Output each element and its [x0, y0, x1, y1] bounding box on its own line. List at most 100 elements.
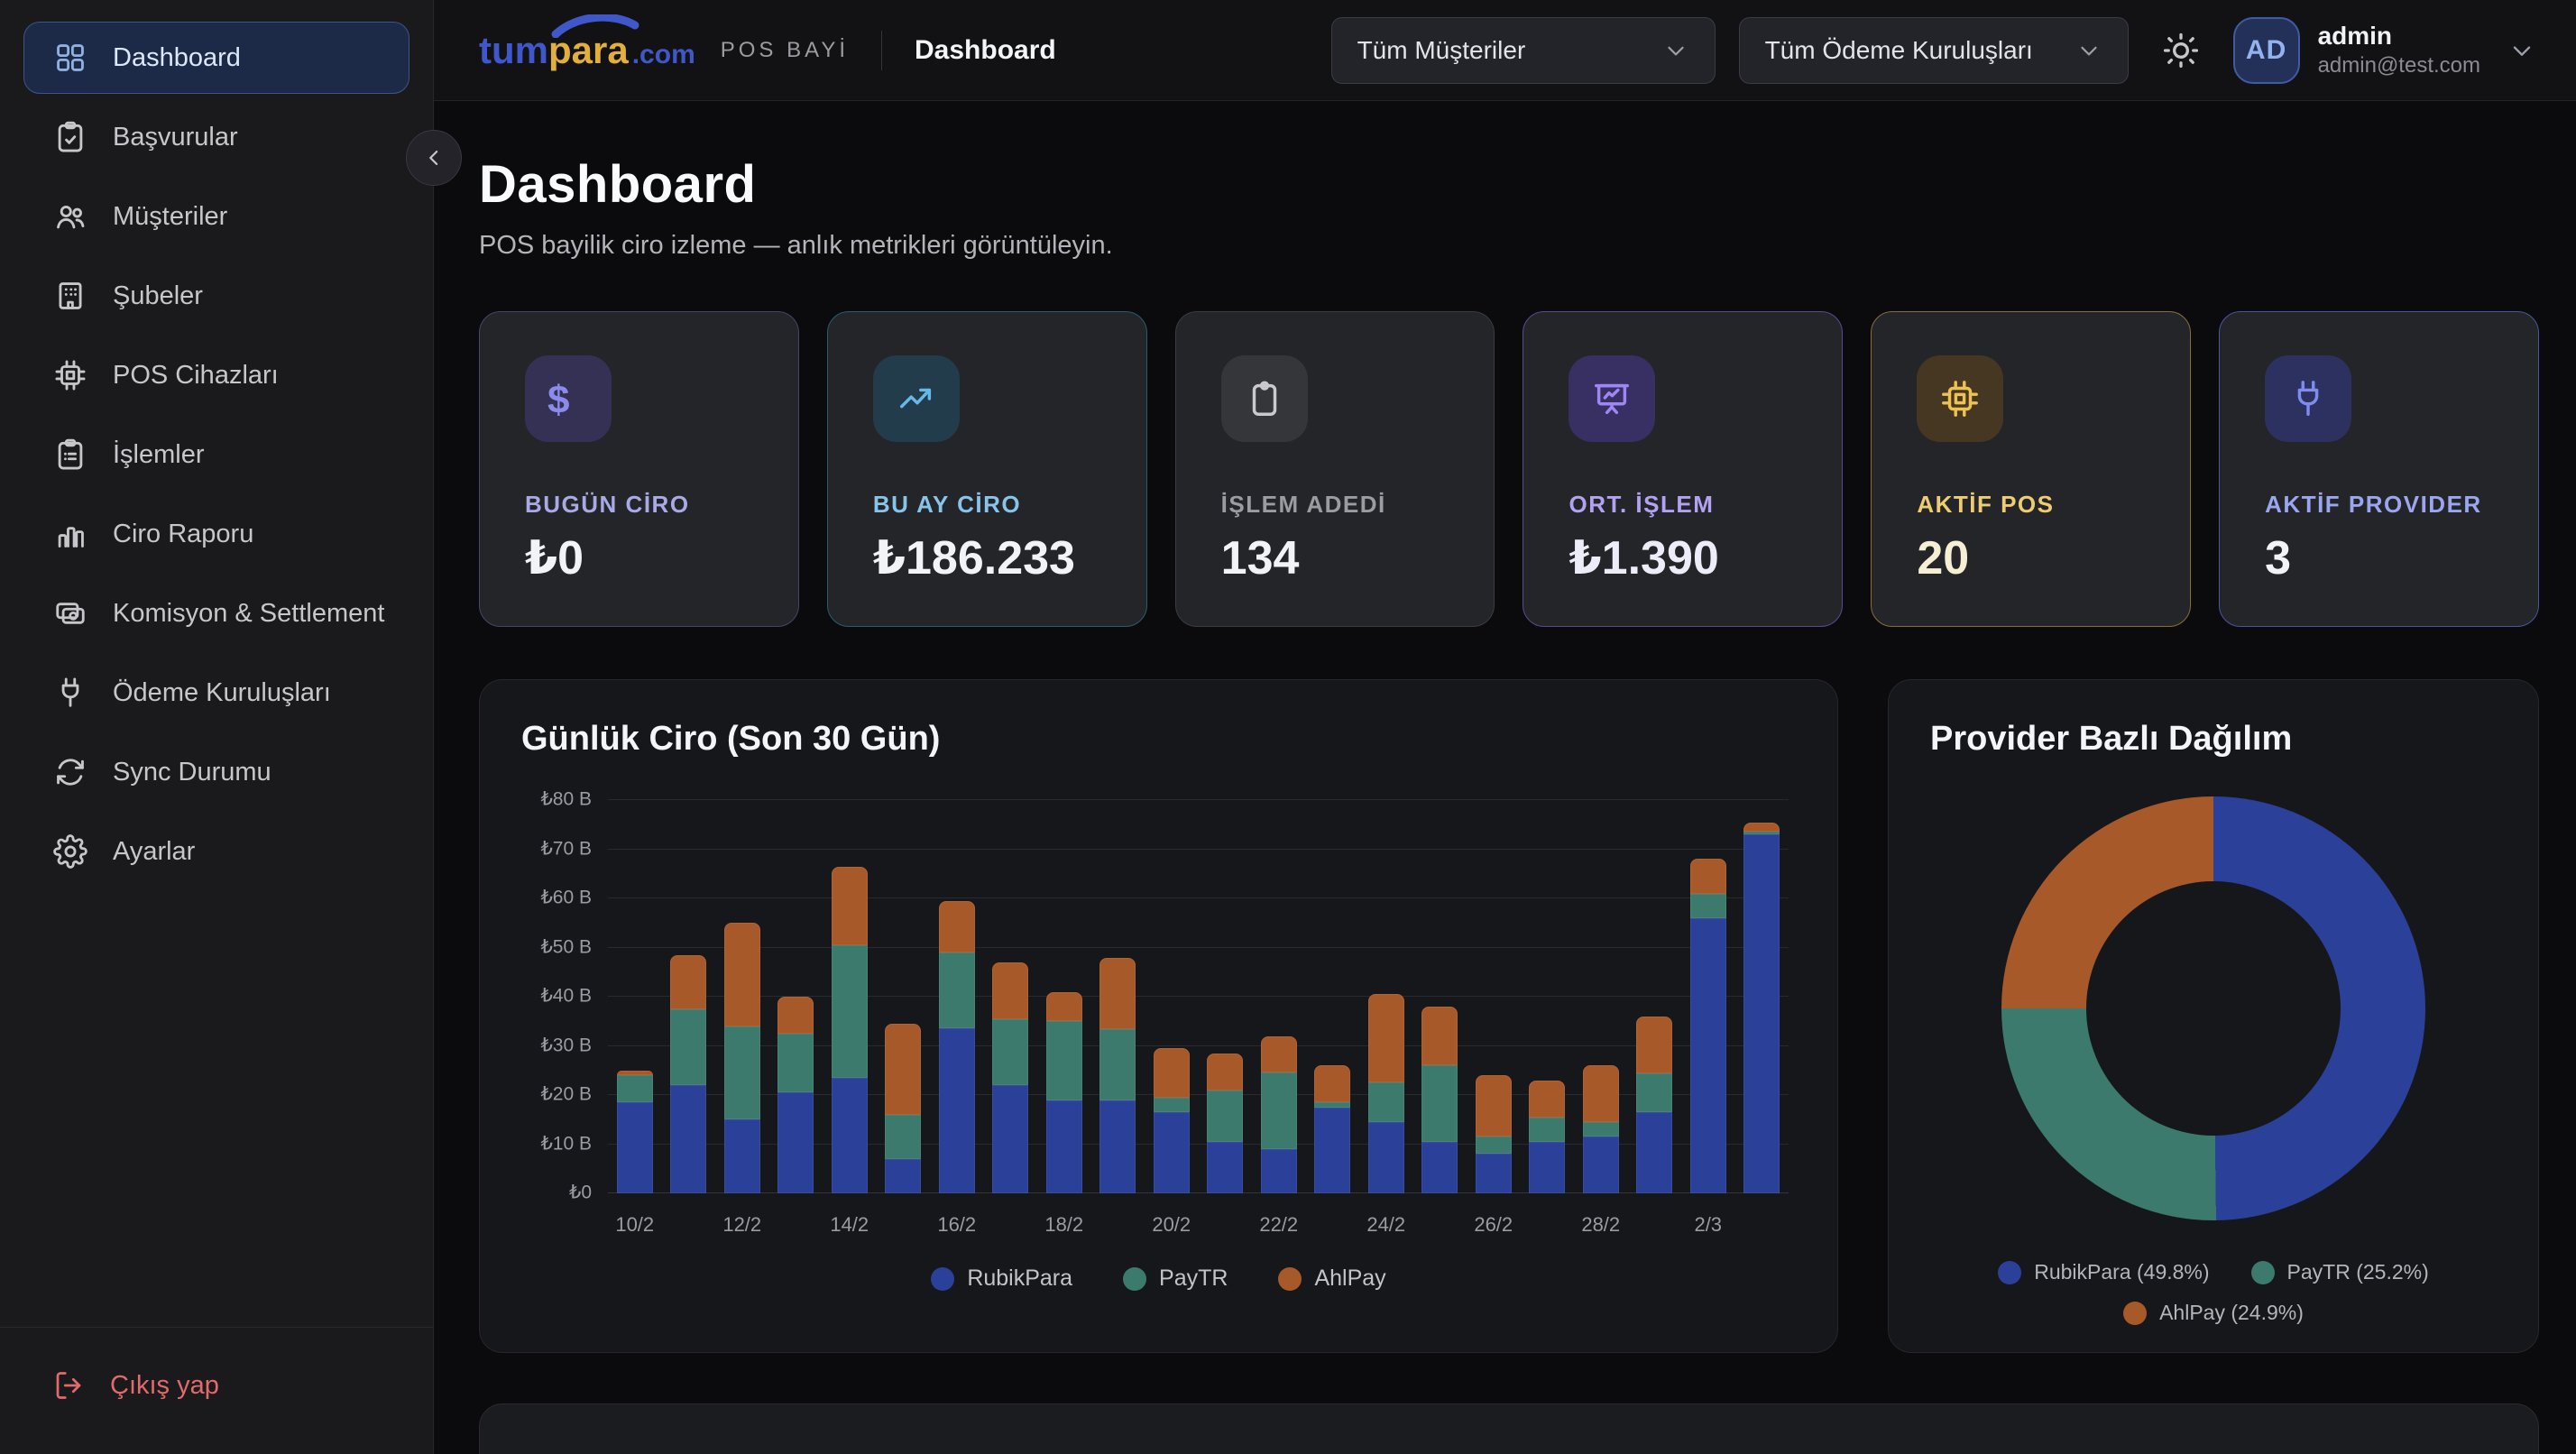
- donut-legend-item-paytr: PayTR (25.2%): [2250, 1260, 2429, 1284]
- bar-segment-paytr: [1099, 1028, 1136, 1100]
- bar-segment-paytr: [616, 1075, 653, 1103]
- sidebar-item-komisyon-settlement[interactable]: Komisyon & Settlement: [23, 577, 409, 649]
- bar-segment-paytr: [938, 952, 975, 1029]
- y-axis-tick: ₺0: [568, 1182, 592, 1203]
- building-icon: [53, 279, 87, 313]
- bar-segment-ahlpay: [1529, 1080, 1566, 1118]
- sidebar-item-dashboard[interactable]: Dashboard: [23, 22, 409, 94]
- cpu-icon: [1939, 378, 1981, 419]
- x-axis-tick: 24/2: [1366, 1213, 1406, 1236]
- stat-value: 20: [1917, 532, 1970, 584]
- gear-icon: [53, 834, 87, 869]
- logout-label: Çıkış yap: [110, 1370, 219, 1400]
- sidebar-item-ayarlar[interactable]: Ayarlar: [23, 815, 409, 888]
- bar-segment-rubikpara: [777, 1092, 814, 1193]
- bar-segment-paytr: [1314, 1102, 1351, 1108]
- users-icon: [53, 199, 87, 234]
- x-axis-tick: [769, 1213, 823, 1240]
- logo-arc-icon: [551, 14, 639, 38]
- x-axis-tick: [1735, 1213, 1789, 1240]
- avatar[interactable]: AD: [2232, 16, 2300, 84]
- x-axis-tick: 20/2: [1152, 1213, 1191, 1236]
- sidebar-item-i-lemler[interactable]: İşlemler: [23, 419, 409, 491]
- gridline: ₺70 B: [540, 838, 1789, 859]
- trending-up-icon: [896, 378, 937, 419]
- sidebar-item-label: Komisyon & Settlement: [113, 598, 385, 628]
- grid-icon: [53, 41, 87, 75]
- stat-label: İŞLEM ADEDİ: [1220, 491, 1386, 518]
- bar-column: [930, 900, 984, 1193]
- customer-filter-dropdown[interactable]: Tüm Müşteriler: [1330, 16, 1716, 84]
- app-label: POS BAYİ: [720, 37, 850, 62]
- stat-label: AKTİF PROVIDER: [2265, 491, 2482, 518]
- x-axis-tick: [1628, 1213, 1682, 1240]
- clipboard-list-icon: [53, 437, 87, 472]
- provider-filter-dropdown[interactable]: Tüm Ödeme Kuruluşları: [1738, 16, 2129, 84]
- x-axis-tick: 22/2: [1259, 1213, 1299, 1236]
- sidebar-item-ubeler[interactable]: Şubeler: [23, 260, 409, 332]
- bar-segment-paytr: [1475, 1137, 1512, 1155]
- stat-card-i-lem-adedi: İŞLEM ADEDİ 134: [1174, 311, 1495, 627]
- chevron-down-icon: [1662, 37, 1689, 64]
- sidebar-item-deme-kurulu-lar[interactable]: Ödeme Kuruluşları: [23, 657, 409, 729]
- bar-segment-ahlpay: [777, 997, 814, 1034]
- bar-segment-paytr: [777, 1033, 814, 1093]
- donut-chart-legend: RubikPara (49.8%) PayTR (25.2%) AhlPay (24…: [1943, 1260, 2484, 1325]
- sidebar-item-pos-cihazlar[interactable]: POS Cihazları: [23, 339, 409, 411]
- bar-segment-paytr: [670, 1008, 707, 1086]
- sidebar-item-m-teriler[interactable]: Müşteriler: [23, 180, 409, 253]
- bar-segment-rubikpara: [670, 1085, 707, 1193]
- daily-revenue-chart-card: Günlük Ciro (Son 30 Gün) ₺80 B ₺70 B ₺60 B…: [479, 679, 1838, 1353]
- user-email: admin@test.com: [2317, 52, 2480, 78]
- bar-segment-paytr: [723, 1026, 760, 1120]
- bar-segment-rubikpara: [1421, 1141, 1458, 1193]
- stat-value: ₺1.390: [1569, 532, 1719, 584]
- user-menu-chevron-icon[interactable]: [2507, 36, 2536, 65]
- bar-column: [1252, 1035, 1306, 1193]
- bar-segment-ahlpay: [1153, 1048, 1190, 1098]
- y-axis-tick: ₺50 B: [540, 936, 592, 957]
- logout-icon: [52, 1369, 85, 1402]
- bar-chart-title: Günlük Ciro (Son 30 Gün): [521, 720, 941, 758]
- stat-tile: [1917, 355, 2004, 442]
- bar-chart-plot: ₺80 B ₺70 B ₺60 B ₺50 B ₺40 B ₺30 B ₺20 B ₺10 B…: [540, 789, 1789, 1203]
- stat-tile: [2265, 355, 2352, 442]
- x-axis-tick: 18/2: [1044, 1213, 1084, 1236]
- bar-segment-rubikpara: [1099, 1100, 1136, 1193]
- sync-icon: [53, 755, 87, 789]
- gridline: ₺20 B: [540, 1084, 1789, 1105]
- header-divider: [881, 30, 883, 70]
- logo-para: para: [548, 14, 639, 72]
- stat-tile: [1569, 355, 1656, 442]
- stat-card-akti-f-pos: AKTİF POS 20: [1871, 311, 2192, 627]
- stat-card-akti-f-provider: AKTİF PROVIDER 3: [2219, 311, 2539, 627]
- bar-column: [1521, 1080, 1575, 1193]
- logout-button[interactable]: Çıkış yap: [23, 1369, 409, 1402]
- chevron-down-icon: [2075, 37, 2102, 64]
- x-axis-tick: [984, 1213, 1038, 1240]
- bar-column: [877, 1024, 931, 1193]
- legend-item-rubikpara[interactable]: RubikPara: [931, 1265, 1072, 1292]
- sidebar-item-ciro-raporu[interactable]: Ciro Raporu: [23, 498, 409, 570]
- y-axis-tick: ₺20 B: [540, 1083, 592, 1105]
- theme-toggle-sun-icon[interactable]: [2161, 31, 2201, 70]
- y-axis-tick: ₺60 B: [540, 887, 592, 908]
- legend-dot: [931, 1266, 955, 1291]
- bar-segment-ahlpay: [670, 954, 707, 1009]
- bar-segment-ahlpay: [616, 1070, 653, 1076]
- legend-item-ahlpay[interactable]: AhlPay: [1278, 1265, 1386, 1292]
- legend-label: AhlPay (24.9%): [2159, 1301, 2304, 1324]
- plug-icon: [53, 676, 87, 710]
- user-info: admin admin@test.com: [2318, 21, 2480, 78]
- stat-card-ort-i-lem: ORT. İŞLEM ₺1.390: [1523, 311, 1844, 627]
- sidebar-item-label: Başvurular: [113, 122, 238, 152]
- sidebar-item-sync-durumu[interactable]: Sync Durumu: [23, 736, 409, 808]
- sidebar-collapse-button[interactable]: [406, 130, 462, 186]
- legend-item-paytr[interactable]: PayTR: [1123, 1265, 1228, 1292]
- sidebar-item-ba-vurular[interactable]: Başvurular: [23, 101, 409, 173]
- bar-column: [823, 866, 877, 1193]
- x-axis-tick: [662, 1213, 716, 1240]
- brand-logo: tum para .com: [479, 14, 695, 72]
- bar-segment-rubikpara: [616, 1102, 653, 1193]
- legend-label: RubikPara (49.8%): [2034, 1260, 2210, 1284]
